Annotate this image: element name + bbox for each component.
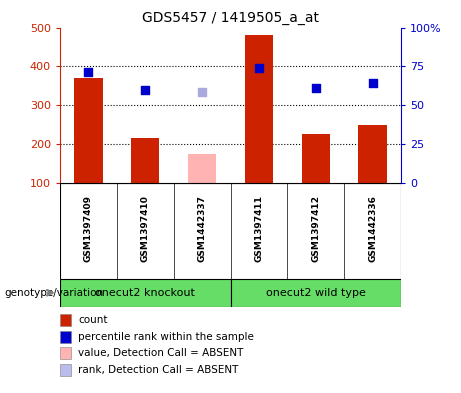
Bar xyxy=(131,138,160,183)
Point xyxy=(85,69,92,75)
Point xyxy=(255,65,263,72)
Bar xyxy=(301,134,330,183)
Text: GSM1397410: GSM1397410 xyxy=(141,196,150,263)
Text: GSM1397412: GSM1397412 xyxy=(311,195,320,263)
Bar xyxy=(188,154,216,183)
Bar xyxy=(74,78,102,183)
Bar xyxy=(60,279,230,307)
Text: value, Detection Call = ABSENT: value, Detection Call = ABSENT xyxy=(78,348,244,358)
Point xyxy=(198,88,206,95)
Text: GSM1442337: GSM1442337 xyxy=(198,195,207,263)
Text: GSM1397411: GSM1397411 xyxy=(254,195,263,263)
Point xyxy=(312,84,319,91)
Bar xyxy=(245,35,273,183)
Title: GDS5457 / 1419505_a_at: GDS5457 / 1419505_a_at xyxy=(142,11,319,25)
Bar xyxy=(230,279,401,307)
Text: onecut2 wild type: onecut2 wild type xyxy=(266,288,366,298)
Point xyxy=(369,79,376,86)
Text: GSM1397409: GSM1397409 xyxy=(84,195,93,263)
Text: percentile rank within the sample: percentile rank within the sample xyxy=(78,332,254,342)
Text: rank, Detection Call = ABSENT: rank, Detection Call = ABSENT xyxy=(78,365,239,375)
Text: GSM1442336: GSM1442336 xyxy=(368,196,377,263)
Text: count: count xyxy=(78,315,108,325)
Text: genotype/variation: genotype/variation xyxy=(5,288,104,298)
Point xyxy=(142,86,149,93)
Bar xyxy=(358,125,387,183)
Text: onecut2 knockout: onecut2 knockout xyxy=(95,288,195,298)
